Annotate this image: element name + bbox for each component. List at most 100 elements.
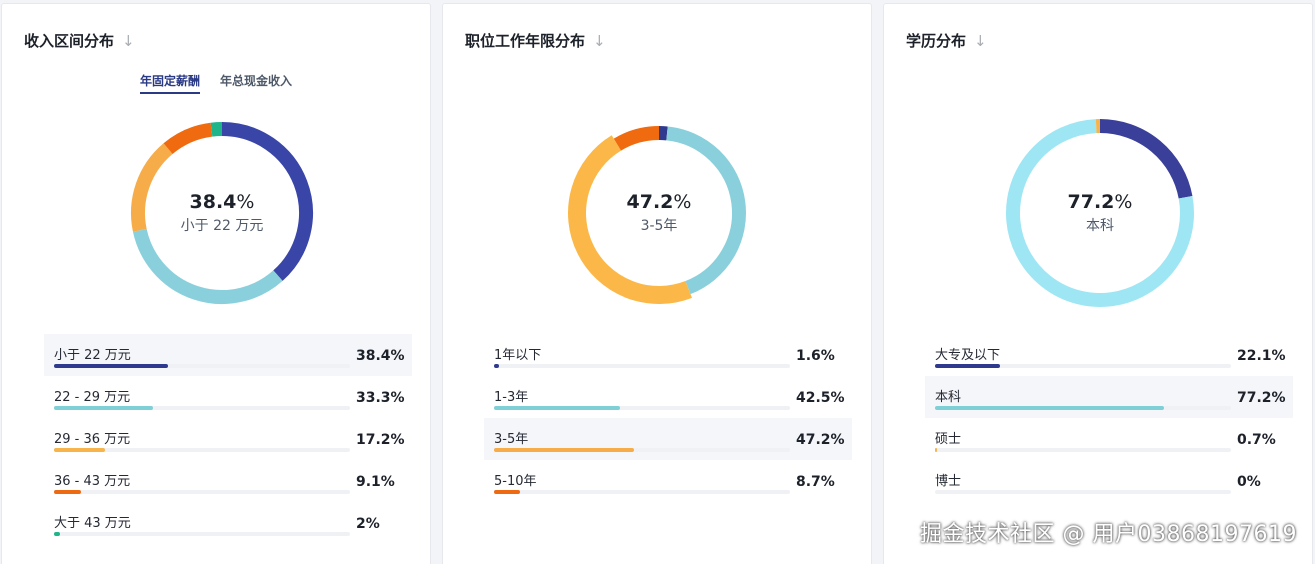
progress-bar [54, 490, 81, 494]
legend-label: 5-10年 [494, 474, 537, 489]
card-title-text: 学历分布 [906, 32, 967, 50]
donut-center-label: 3-5年 [640, 218, 678, 234]
card-income-distribution: 收入区间分布 ↓ 年固定薪酬 年总现金收入 38.4% 小于 22 万元 小于 … [1, 3, 431, 564]
legend-value: 77.2% [1237, 390, 1286, 406]
legend-row[interactable]: 博士 0% [925, 460, 1293, 502]
tab-annual-total-cash[interactable]: 年总现金收入 [220, 74, 293, 88]
donut-chart: 77.2% 本科 [1001, 114, 1199, 312]
donut-center-percent: 47.2% [627, 191, 692, 213]
progress-bar [494, 406, 620, 410]
legend-label: 22 - 29 万元 [54, 390, 131, 405]
legend-value: 8.7% [796, 474, 835, 490]
progress-bar [494, 490, 520, 494]
legend-row[interactable]: 36 - 43 万元 9.1% [44, 460, 412, 502]
progress-track [494, 364, 790, 368]
donut-segment[interactable] [132, 228, 283, 304]
donut-center-percent: 38.4% [190, 191, 255, 213]
tab-group: 年固定薪酬 年总现金收入 [2, 72, 430, 94]
progress-bar [494, 448, 634, 452]
progress-track [494, 406, 790, 410]
donut-svg [568, 126, 746, 304]
progress-track [935, 490, 1231, 494]
progress-track [935, 364, 1231, 368]
card-title-text: 职位工作年限分布 [465, 32, 586, 50]
progress-track [494, 490, 790, 494]
progress-track [54, 364, 350, 368]
donut-segment[interactable] [131, 143, 173, 232]
legend-label: 博士 [935, 474, 962, 489]
legend-label: 1-3年 [494, 390, 529, 405]
legend-row[interactable]: 29 - 36 万元 17.2% [44, 418, 412, 460]
card-title-text: 收入区间分布 [24, 32, 115, 50]
legend-value: 22.1% [1237, 348, 1286, 364]
legend-value: 2% [356, 516, 380, 532]
legend-value: 42.5% [796, 390, 845, 406]
legend-label: 36 - 43 万元 [54, 474, 131, 489]
legend-row[interactable]: 5-10年 8.7% [484, 460, 852, 502]
donut-segment[interactable] [1099, 119, 1193, 199]
progress-bar [54, 406, 153, 410]
card-title: 职位工作年限分布 ↓ [465, 30, 606, 51]
legend-row[interactable]: 1年以下 1.6% [484, 334, 852, 376]
center-value: 38.4 [189, 191, 237, 213]
progress-track [54, 532, 350, 536]
legend-row[interactable]: 22 - 29 万元 33.3% [44, 376, 412, 418]
progress-bar [935, 364, 1001, 368]
donut-segment[interactable] [163, 122, 213, 155]
legend-value: 33.3% [356, 390, 405, 406]
legend-row[interactable]: 本科 77.2% [925, 376, 1293, 418]
donut-segment[interactable] [210, 122, 223, 137]
sort-down-icon[interactable]: ↓ [122, 31, 135, 50]
card-title: 收入区间分布 ↓ [24, 30, 135, 51]
progress-track [935, 406, 1231, 410]
legend-list: 大专及以下 22.1% 本科 77.2% 硕士 0.7% 博士 0% [925, 334, 1293, 502]
legend-row[interactable]: 硕士 0.7% [925, 418, 1293, 460]
donut-svg [131, 122, 313, 304]
legend-value: 17.2% [356, 432, 405, 448]
legend-value: 47.2% [796, 432, 845, 448]
legend-row[interactable]: 小于 22 万元 38.4% [44, 334, 412, 376]
legend-list: 小于 22 万元 38.4% 22 - 29 万元 33.3% 29 - 36 万元 17… [44, 334, 412, 544]
donut-center: 38.4% 小于 22 万元 [126, 117, 318, 309]
donut-segment[interactable] [613, 126, 660, 151]
legend-row[interactable]: 大专及以下 22.1% [925, 334, 1293, 376]
legend-value: 0.7% [1237, 432, 1276, 448]
legend-label: 29 - 36 万元 [54, 432, 131, 447]
donut-segment[interactable] [568, 135, 692, 304]
progress-track [935, 448, 1231, 452]
legend-label: 3-5年 [494, 432, 529, 447]
donut-segment[interactable] [221, 122, 313, 281]
progress-bar [935, 406, 1164, 410]
legend-label: 硕士 [935, 432, 962, 447]
donut-chart: 47.2% 3-5年 [563, 117, 755, 309]
center-suffix: % [673, 191, 692, 213]
watermark: 掘金技术社区 @ 用户03868197619 [920, 522, 1297, 547]
donut-center-label: 小于 22 万元 [180, 218, 264, 234]
progress-bar [935, 448, 938, 452]
progress-bar [54, 532, 60, 536]
center-suffix: % [1114, 191, 1133, 213]
legend-label: 大专及以下 [935, 348, 1001, 363]
sort-down-icon[interactable]: ↓ [974, 31, 987, 50]
card-title: 学历分布 ↓ [906, 30, 987, 51]
card-education-distribution: 学历分布 ↓ 77.2% 本科 大专及以下 22.1% 本科 77.2% 硕士 0.7% 博… [883, 3, 1313, 564]
legend-value: 0% [1237, 474, 1261, 490]
legend-row[interactable]: 1-3年 42.5% [484, 376, 852, 418]
legend-label: 小于 22 万元 [54, 348, 131, 363]
legend-row[interactable]: 3-5年 47.2% [484, 418, 852, 460]
progress-track [54, 406, 350, 410]
center-suffix: % [236, 191, 255, 213]
progress-track [54, 490, 350, 494]
legend-label: 1年以下 [494, 348, 542, 363]
donut-svg [1006, 119, 1194, 307]
donut-center: 77.2% 本科 [1001, 114, 1199, 312]
progress-bar [54, 364, 168, 368]
donut-segment[interactable] [1006, 119, 1194, 307]
legend-label: 大于 43 万元 [54, 516, 131, 531]
tab-annual-fixed-salary[interactable]: 年固定薪酬 [139, 72, 200, 94]
donut-segment[interactable] [666, 126, 746, 295]
legend-row[interactable]: 大于 43 万元 2% [44, 502, 412, 544]
sort-down-icon[interactable]: ↓ [593, 31, 606, 50]
center-value: 47.2 [626, 191, 674, 213]
donut-center-percent: 77.2% [1068, 191, 1133, 213]
